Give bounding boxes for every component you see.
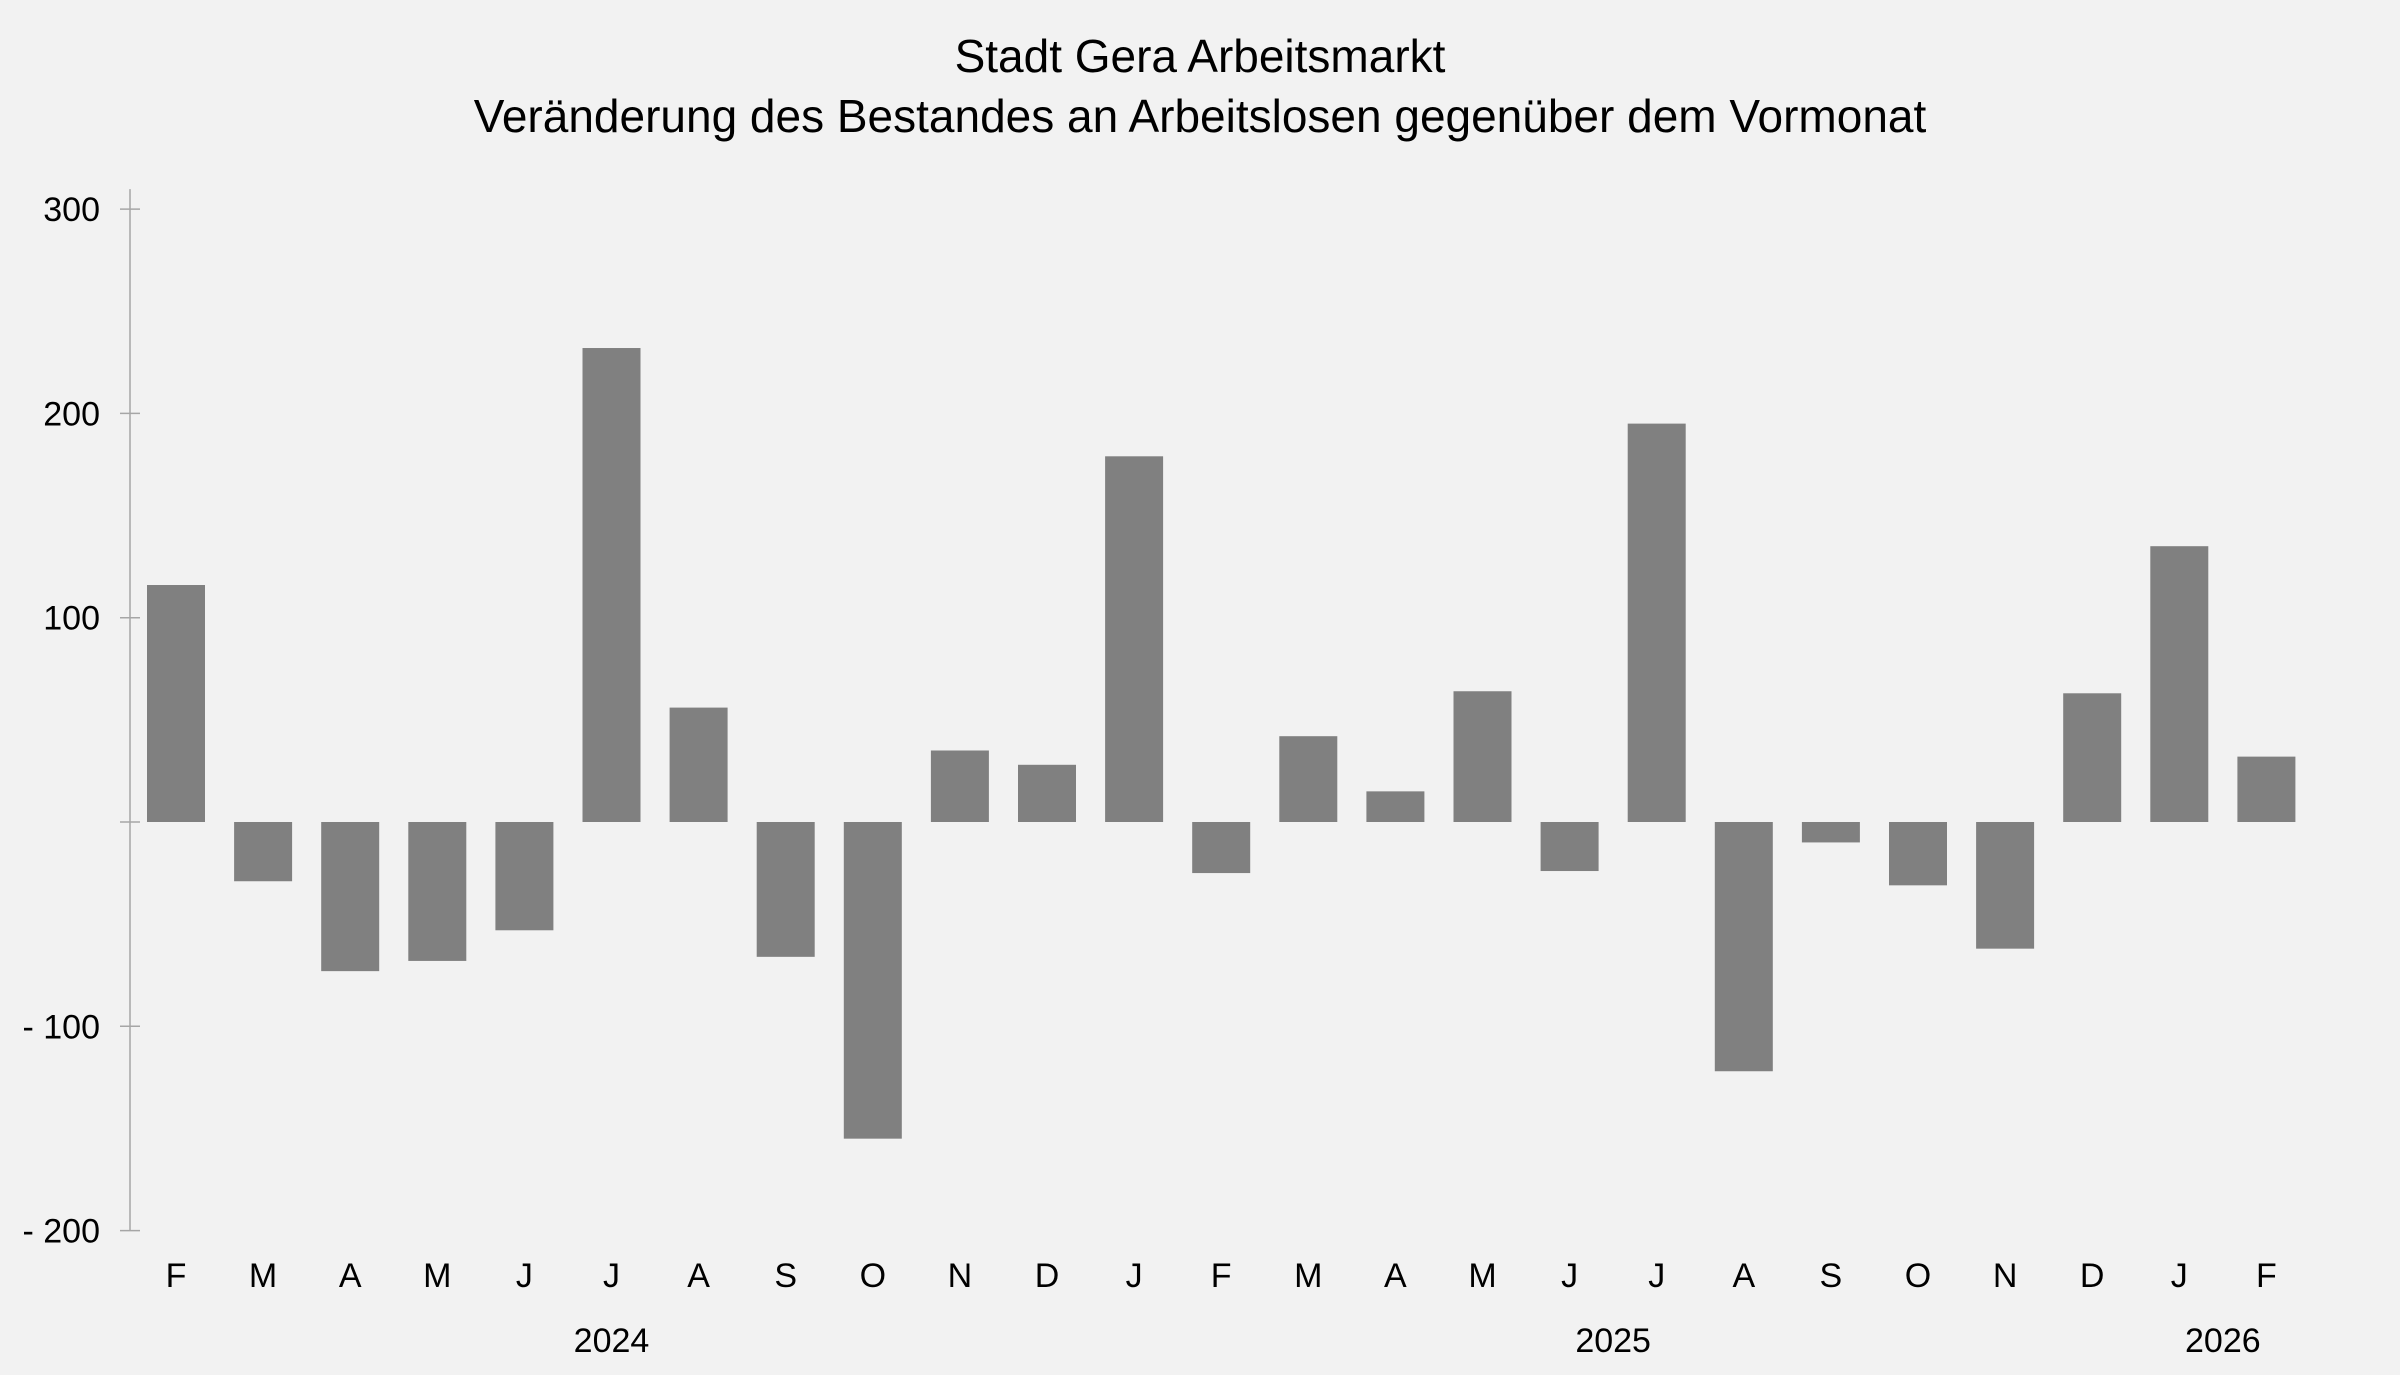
- bar: [669, 707, 728, 822]
- y-tick-label: 300: [43, 191, 100, 229]
- x-tick-label: A: [687, 1257, 710, 1295]
- x-tick-label: J: [516, 1257, 533, 1295]
- x-tick-label: M: [1294, 1257, 1322, 1295]
- bar: [1192, 822, 1251, 874]
- y-axis: 300 200 100 - 100 - 200: [23, 189, 140, 1251]
- x-tick-label: A: [1732, 1257, 1755, 1295]
- x-tick-label: S: [1820, 1257, 1843, 1295]
- chart-subtitle: Veränderung des Bestandes an Arbeitslose…: [474, 90, 1927, 142]
- y-tick-label: 100: [43, 600, 100, 638]
- chart-title: Stadt Gera Arbeitsmarkt: [955, 30, 1446, 82]
- x-tick-label: D: [1035, 1257, 1060, 1295]
- year-label: 2026: [2185, 1322, 2261, 1360]
- x-tick-label: J: [1561, 1257, 1578, 1295]
- bar: [1801, 822, 1860, 843]
- x-tick-label: F: [2256, 1257, 2277, 1295]
- bar: [1976, 822, 2035, 949]
- y-tick-label: - 200: [23, 1213, 101, 1251]
- bar: [1279, 736, 1338, 822]
- x-tick-label: D: [2080, 1257, 2105, 1295]
- x-tick-label: J: [2171, 1257, 2188, 1295]
- x-tick-label: N: [1993, 1257, 2018, 1295]
- x-tick-label: M: [249, 1257, 277, 1295]
- x-tick-label: N: [948, 1257, 973, 1295]
- bar: [2150, 546, 2209, 822]
- x-tick-label: O: [1905, 1257, 1931, 1295]
- bar: [582, 348, 641, 822]
- x-tick-label: S: [774, 1257, 797, 1295]
- x-tick-label: A: [1384, 1257, 1407, 1295]
- bar: [1018, 764, 1076, 822]
- bar: [321, 822, 380, 972]
- bar: [1627, 423, 1686, 822]
- x-tick-label: F: [1211, 1257, 1232, 1295]
- bar: [495, 822, 554, 931]
- x-tick-label: J: [603, 1257, 620, 1295]
- x-tick-label: J: [1126, 1257, 1143, 1295]
- x-tick-label: O: [860, 1257, 886, 1295]
- x-tick-label: J: [1648, 1257, 1665, 1295]
- y-tick-label: - 100: [23, 1008, 101, 1046]
- x-axis: F M A M J J A S O N D J F M A M J J A S O N D J F 2024 2025 2026: [166, 1257, 2277, 1360]
- bar: [756, 822, 815, 957]
- bar: [1540, 822, 1599, 872]
- year-label: 2025: [1575, 1322, 1651, 1360]
- x-tick-label: F: [166, 1257, 187, 1295]
- bar: [2237, 756, 2296, 822]
- x-tick-label: M: [1468, 1257, 1496, 1295]
- bar: [408, 822, 467, 961]
- bar: [1714, 822, 1773, 1072]
- y-tick-label: 200: [43, 395, 100, 433]
- bar: [1453, 691, 1512, 822]
- year-label: 2024: [574, 1322, 650, 1360]
- bar: [930, 750, 989, 822]
- bar: [843, 822, 902, 1139]
- bar: [1366, 791, 1425, 822]
- bar: [147, 585, 205, 822]
- bar: [2063, 693, 2122, 822]
- bar: [234, 822, 293, 882]
- x-tick-label: A: [339, 1257, 362, 1295]
- bar: [1889, 822, 1947, 886]
- bar: [1105, 456, 1164, 822]
- bars: [147, 348, 2296, 1139]
- x-tick-label: M: [423, 1257, 451, 1295]
